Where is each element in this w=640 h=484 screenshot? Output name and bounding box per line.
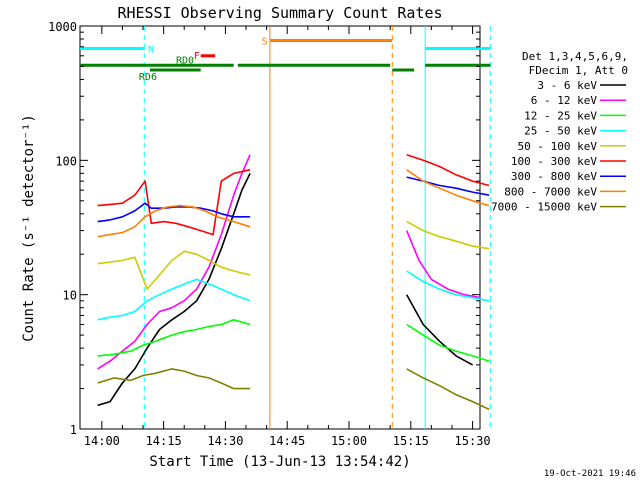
series-line-1 [405,230,481,299]
x-tick-label: 14:30 [207,434,243,448]
x-tick-label: 14:15 [146,434,182,448]
x-tick-label: 14:00 [84,434,120,448]
series-line-2 [406,323,490,362]
legend-label: 12 - 25 keV [524,109,597,122]
y-tick-label: 1000 [48,20,77,34]
legend-label: 100 - 300 keV [511,155,597,168]
plot-frame [79,25,481,430]
chart-title: RHESSI Observing Summary Count Rates [117,4,442,22]
legend-label: 7000 - 15000 keV [491,201,597,214]
y-tick-label: 10 [63,289,77,303]
y-axis-label: Count Rate (s⁻¹ detector⁻¹) [21,114,37,342]
x-axis-label: Start Time (13-Jun-13 13:54:42) [149,454,410,470]
series-line-7 [97,204,251,238]
series-line-6 [406,176,490,196]
flag-label-s: S [262,36,268,47]
flag-label-f: F [194,51,200,62]
x-tick-label: 15:30 [455,434,491,448]
legend-label: 300 - 800 keV [511,170,597,183]
series-line-6 [97,202,251,223]
legend-label: 6 - 12 keV [531,94,598,107]
legend-header-line: FDecim 1, Att 0 [529,64,628,77]
flag-label-rd6: RD6 [139,72,157,83]
x-tick-label: 14:45 [269,434,305,448]
flag-label-n: N [148,44,154,55]
flag-label-rd0: RD0 [176,55,194,66]
legend-label: 25 - 50 keV [524,125,597,138]
series-line-3 [97,278,251,321]
series-line-5 [97,169,251,236]
y-tick-label: 100 [55,154,77,168]
legend-label: 3 - 6 keV [537,79,597,92]
series-line-5 [406,154,490,187]
legend-label: 50 - 100 keV [518,140,598,153]
legend-label: 800 - 7000 keV [504,185,597,198]
series-line-2 [97,318,251,357]
series-line-1 [97,154,251,370]
footer-date: 19-Oct-2021 19:46 [544,469,636,479]
series-line-0 [406,294,473,366]
legend-header-line: Det 1,3,4,5,6,9, [522,50,628,63]
y-tick-label: 1 [70,423,77,437]
x-tick-label: 15:15 [393,434,429,448]
series-line-4 [406,220,490,250]
series-line-7 [406,169,490,207]
series-line-8 [406,368,490,411]
series-line-8 [97,368,251,390]
x-tick-label: 15:00 [331,434,367,448]
series-line-0 [97,173,251,407]
series-line-4 [97,250,251,290]
series-line-3 [406,270,490,302]
